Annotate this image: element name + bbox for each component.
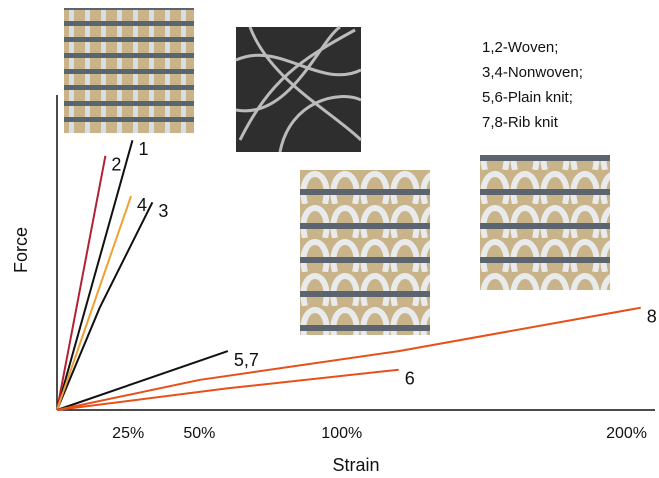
- annotation: 5,6-Plain knit;: [482, 89, 573, 106]
- y-axis-title: Force: [11, 227, 31, 273]
- series-label: 1: [138, 139, 148, 159]
- x-tick-label: 100%: [321, 425, 362, 442]
- x-tick-label: 50%: [183, 425, 215, 442]
- plain-knit-image: [300, 170, 430, 335]
- chart: Strain Force 25% 50% 100% 200% 1,2-Woven; 3,4…: [0, 0, 659, 478]
- woven-image: [64, 8, 194, 133]
- series-line: [57, 156, 105, 410]
- series-line: [57, 351, 228, 410]
- x-axis-title: Strain: [332, 455, 379, 475]
- series-label: 5,7: [234, 350, 259, 370]
- annotation: 7,8-Rib knit: [482, 114, 559, 131]
- x-tick-label: 200%: [606, 425, 647, 442]
- series-label: 2: [111, 155, 121, 175]
- series-label: 6: [405, 368, 415, 388]
- series-label: 3: [158, 201, 168, 221]
- series-line: [57, 196, 131, 410]
- series-label: 8: [647, 306, 657, 326]
- x-tick-label: 25%: [112, 425, 144, 442]
- rib-knit-image: [480, 155, 610, 290]
- series-line: [57, 202, 152, 410]
- series-label: 4: [137, 195, 147, 215]
- annotation: 1,2-Woven;: [482, 39, 558, 56]
- nonwoven-image: [236, 27, 361, 152]
- annotation: 3,4-Nonwoven;: [482, 64, 583, 81]
- series-line: [57, 140, 132, 410]
